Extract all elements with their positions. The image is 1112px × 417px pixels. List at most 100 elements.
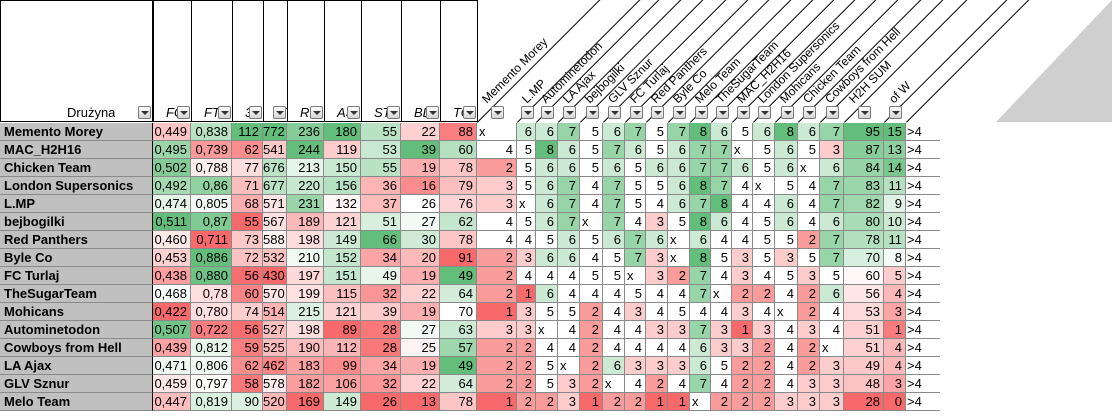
opponent-filter-button[interactable]	[563, 106, 576, 119]
stat-filter-button[interactable]	[273, 106, 286, 119]
self-matchup-cell: x	[603, 375, 625, 393]
stat-cell: 772	[263, 123, 287, 141]
stat-cell: 152	[324, 249, 361, 267]
h2h-cell: 2	[646, 375, 668, 393]
opponent-filter-button[interactable]	[585, 106, 599, 119]
h2h-cell: 2	[603, 393, 625, 411]
h2h-cell: 7	[603, 195, 625, 213]
opponent-filter-button[interactable]	[780, 106, 794, 119]
opponent-filter-button[interactable]	[889, 106, 902, 119]
h2h-cell: 5	[517, 177, 536, 195]
h2h-cell: 5	[711, 357, 732, 375]
self-matchup-cell: x	[668, 231, 690, 249]
stat-cell: 112	[324, 339, 361, 357]
opponent-filter-button[interactable]	[758, 106, 771, 119]
opponent-filter-button[interactable]	[629, 106, 643, 119]
stat-cell: 121	[324, 303, 361, 321]
h2h-cell: 2	[580, 321, 603, 339]
h2h-cell: 8	[536, 141, 558, 159]
h2h-cell: 2	[536, 393, 558, 411]
h2h-cell: 7	[625, 231, 646, 249]
opponent-filter-button[interactable]	[694, 106, 708, 119]
h2h-cell: 3	[646, 213, 668, 231]
h2h-cell: 3	[668, 357, 690, 375]
opponent-filter-button[interactable]	[651, 106, 664, 119]
h2h-cell: 6	[668, 195, 690, 213]
opponent-filter-button[interactable]	[608, 106, 621, 119]
self-matchup-cell: x	[558, 357, 580, 375]
wins-cell: 9	[884, 195, 906, 213]
team-filter-button[interactable]	[138, 106, 151, 119]
self-matchup-cell: x	[711, 285, 732, 303]
h2h-cell: 4	[558, 267, 580, 285]
h2h-cell: 6	[690, 357, 711, 375]
h2h-cell: 6	[536, 213, 558, 231]
stat-filter-button[interactable]	[463, 106, 476, 119]
h2h-cell: 3	[517, 321, 536, 339]
opponent-filter-button[interactable]	[520, 106, 534, 119]
self-matchup-cell: x	[517, 195, 536, 213]
threshold-cell: >4	[906, 231, 940, 249]
h2h-cell: 4	[625, 339, 646, 357]
h2h-cell: 7	[690, 141, 711, 159]
stat-cell: 588	[263, 231, 287, 249]
team-name-cell: Mohicans	[0, 303, 153, 321]
stat-cell: 578	[263, 375, 287, 393]
opponent-filter-button[interactable]	[491, 106, 504, 119]
stat-filter-button[interactable]	[347, 106, 360, 119]
h2h-cell: 2	[798, 339, 820, 357]
stat-cell: 51	[361, 213, 401, 231]
opponent-filter-button[interactable]	[826, 106, 839, 119]
wins-cell: 10	[884, 213, 906, 231]
h2h-cell: 5	[580, 231, 603, 249]
h2h-cell: 1	[668, 393, 690, 411]
stat-filter-button[interactable]	[426, 106, 439, 119]
h2h-cell: 4	[732, 213, 753, 231]
h2h-cell: 3	[517, 249, 536, 267]
h2h-cell: 6	[558, 231, 580, 249]
opponent-filter-button[interactable]	[736, 106, 750, 119]
opponent-filter-button[interactable]	[541, 106, 554, 119]
h2h-cell: 6	[603, 159, 625, 177]
wins-cell: 4	[884, 357, 906, 375]
stat-cell: 55	[361, 159, 401, 177]
team-name-cell: Melo Team	[0, 393, 153, 411]
h2h-cell: 7	[690, 267, 711, 285]
opponent-filter-button[interactable]	[803, 106, 816, 119]
h2h-sum-cell: 53	[844, 303, 884, 321]
h2h-cell: 4	[646, 303, 668, 321]
h2h-cell: 4	[668, 285, 690, 303]
h2h-cell: 2	[668, 267, 690, 285]
h2h-cell: 6	[603, 231, 625, 249]
h2h-cell: 3	[711, 321, 732, 339]
stat-cell: 151	[324, 267, 361, 285]
team-name-cell: London Supersonics	[0, 177, 153, 195]
stat-header-7: BL	[401, 0, 441, 122]
h2h-sum-cell: 87	[844, 141, 884, 159]
h2h-cell: 5	[517, 213, 536, 231]
h2h-cell: 5	[558, 303, 580, 321]
opponent-filter-button[interactable]	[673, 106, 686, 119]
stat-filter-button[interactable]	[387, 106, 400, 119]
h2h-cell: 5	[775, 267, 798, 285]
h2h-cell: 6	[603, 123, 625, 141]
self-matchup-cell: x	[732, 141, 753, 159]
stat-filter-button[interactable]	[177, 106, 190, 119]
stat-cell: 0,87	[191, 213, 232, 231]
h2h-sum-cell: 78	[844, 231, 884, 249]
h2h-cell: 3	[517, 303, 536, 321]
opponent-filter-button[interactable]	[858, 106, 871, 119]
stat-filter-button[interactable]	[310, 106, 323, 119]
wins-cell: 13	[884, 141, 906, 159]
h2h-cell: 2	[732, 285, 753, 303]
stat-cell: 34	[361, 249, 401, 267]
stat-cell: 22	[401, 285, 440, 303]
stat-filter-button[interactable]	[249, 106, 262, 119]
h2h-cell: 5	[580, 267, 603, 285]
stat-cell: 37	[361, 195, 401, 213]
h2h-cell: 7	[711, 177, 732, 195]
h2h-cell: 3	[775, 249, 798, 267]
stat-filter-button[interactable]	[218, 106, 231, 119]
opponent-filter-button[interactable]	[715, 106, 729, 119]
h2h-cell: 4	[558, 339, 580, 357]
